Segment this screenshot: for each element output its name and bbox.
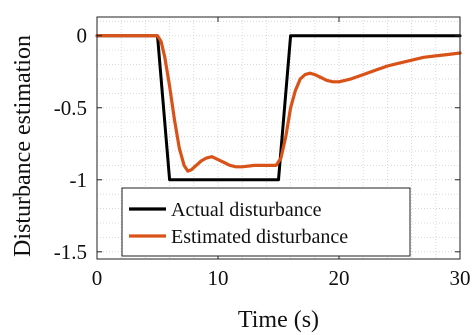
legend-label-estimated: Estimated disturbance [171,226,348,248]
x-tick-label: 0 [92,266,103,290]
series-line-estimated [95,34,462,173]
y-axis-label: Disturbance estimation [10,35,36,257]
series-lines [95,34,462,182]
y-tick-label: -0.5 [54,96,87,120]
x-axis-label: Time (s) [238,307,319,333]
legend: Actual disturbance Estimated disturbance [121,187,411,257]
y-tick-label: -1.5 [54,240,87,264]
x-tick-labels: 0 10 20 30 [92,266,471,290]
x-tick-label: 10 [208,266,229,290]
y-tick-label: 0 [77,24,88,48]
legend-label-actual: Actual disturbance [171,199,322,221]
x-tick-label: 30 [450,266,471,290]
tick-marks [96,17,461,259]
legend-box [121,187,411,257]
x-tick-label: 20 [329,266,350,290]
y-tick-labels: 0 -0.5 -1 -1.5 [54,24,87,264]
y-tick-label: -1 [70,168,88,192]
plot-frame [96,16,461,260]
